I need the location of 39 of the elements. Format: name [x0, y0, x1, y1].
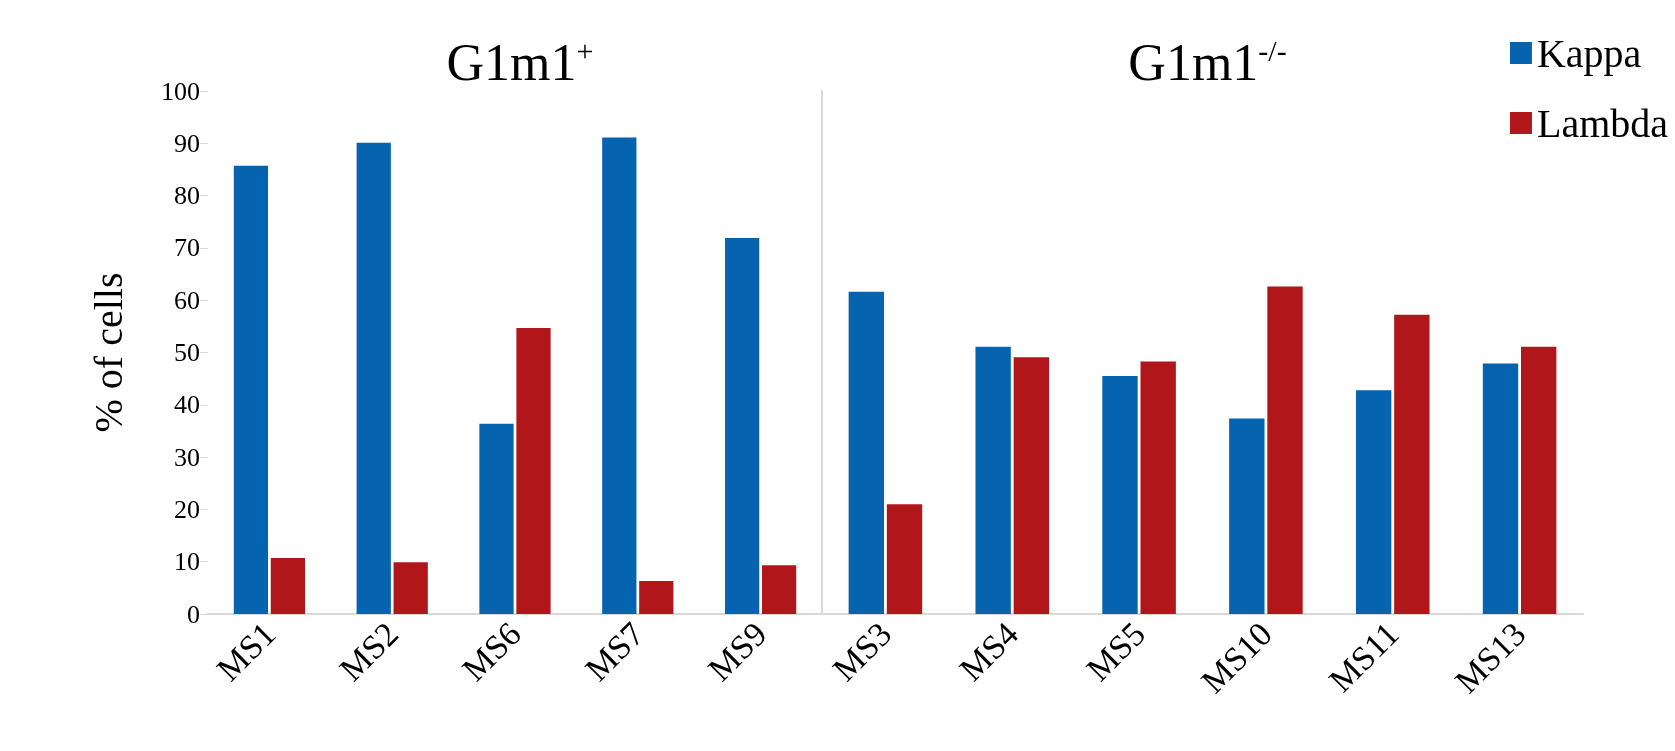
bar — [975, 346, 1011, 614]
chart-title: G1m1+ — [446, 33, 594, 91]
y-tick-label: 30 — [174, 442, 200, 472]
y-axis-title: % of cells — [85, 272, 131, 433]
chart-title: G1m1-/- — [1128, 33, 1287, 91]
bar — [479, 423, 514, 614]
bar — [724, 237, 760, 614]
bar — [848, 291, 884, 614]
legend-label: Lambda — [1536, 100, 1669, 146]
y-tick-label: 90 — [174, 128, 200, 158]
y-tick-label: 70 — [174, 233, 200, 263]
y-tick-label: 60 — [174, 285, 200, 315]
legend-label: Kappa — [1536, 30, 1642, 76]
bar — [1482, 363, 1519, 614]
bar — [602, 137, 637, 614]
bar — [1521, 346, 1557, 614]
y-tick-label: 10 — [174, 547, 200, 577]
bar — [1355, 390, 1392, 614]
y-tick-label: 0 — [187, 599, 200, 629]
y-tick-label: 100 — [161, 76, 200, 106]
bar — [639, 581, 674, 614]
bar — [1102, 376, 1138, 614]
bar — [886, 504, 923, 614]
bar — [761, 565, 797, 614]
bar — [233, 165, 269, 614]
bar — [1394, 314, 1430, 614]
bar — [393, 562, 428, 614]
x-tick-label: MS1 — [209, 614, 283, 688]
bar — [1229, 418, 1265, 614]
bar — [356, 142, 391, 614]
y-tick-label: 40 — [174, 390, 200, 420]
y-tick-label: 50 — [174, 338, 200, 367]
bar — [516, 327, 551, 614]
y-tick-label: 80 — [174, 181, 200, 211]
bar — [270, 558, 306, 614]
bar — [1267, 286, 1303, 614]
y-tick-label: 20 — [174, 494, 200, 524]
bar — [1140, 361, 1176, 614]
bar — [1013, 357, 1050, 614]
